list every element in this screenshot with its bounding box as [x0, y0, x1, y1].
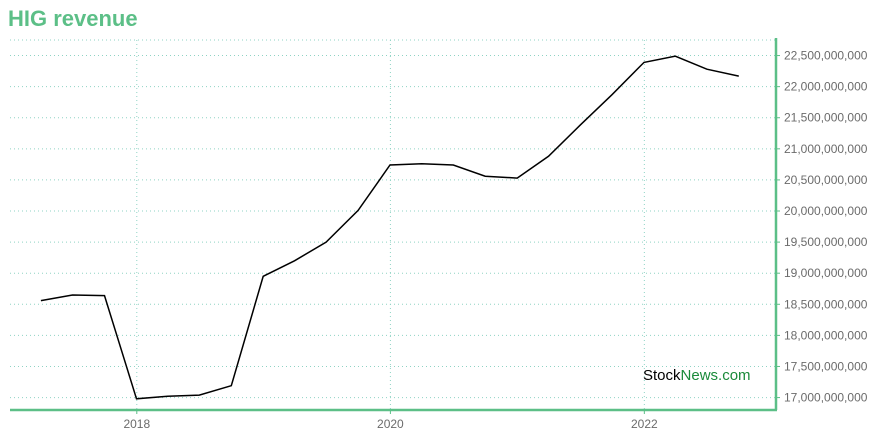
watermark: StockNews.com [643, 367, 751, 384]
y-tick-label: 18,500,000,000 [784, 297, 868, 311]
y-tick-label: 17,500,000,000 [784, 359, 868, 373]
watermark-part2: News.com [681, 367, 751, 384]
y-tick-label: 18,000,000,000 [784, 328, 868, 342]
y-tick-label: 20,500,000,000 [784, 173, 868, 187]
series-line [40, 55, 739, 400]
chart-title: HIG revenue [8, 6, 138, 31]
x-axis-labels: 2018 2020 2022 [123, 417, 658, 431]
y-tick-label: 22,000,000,000 [784, 80, 868, 94]
y-tick-label: 21,000,000,000 [784, 142, 868, 156]
y-tick-label: 21,500,000,000 [784, 111, 868, 125]
y-tick-label: 19,000,000,000 [784, 266, 868, 280]
y-axis-labels: 17,000,000,000 17,500,000,000 18,000,000,0… [784, 49, 868, 405]
y-tick-label: 19,500,000,000 [784, 235, 868, 249]
watermark-part1: Stock [643, 367, 681, 384]
y-tick-label: 20,000,000,000 [784, 204, 868, 218]
x-tick-label: 2018 [123, 417, 150, 431]
x-tick-label: 2022 [631, 417, 658, 431]
x-tick-label: 2020 [377, 417, 404, 431]
y-tick-label: 22,500,000,000 [784, 49, 868, 63]
y-tick-label: 17,000,000,000 [784, 391, 868, 405]
grid-lines [10, 39, 780, 414]
